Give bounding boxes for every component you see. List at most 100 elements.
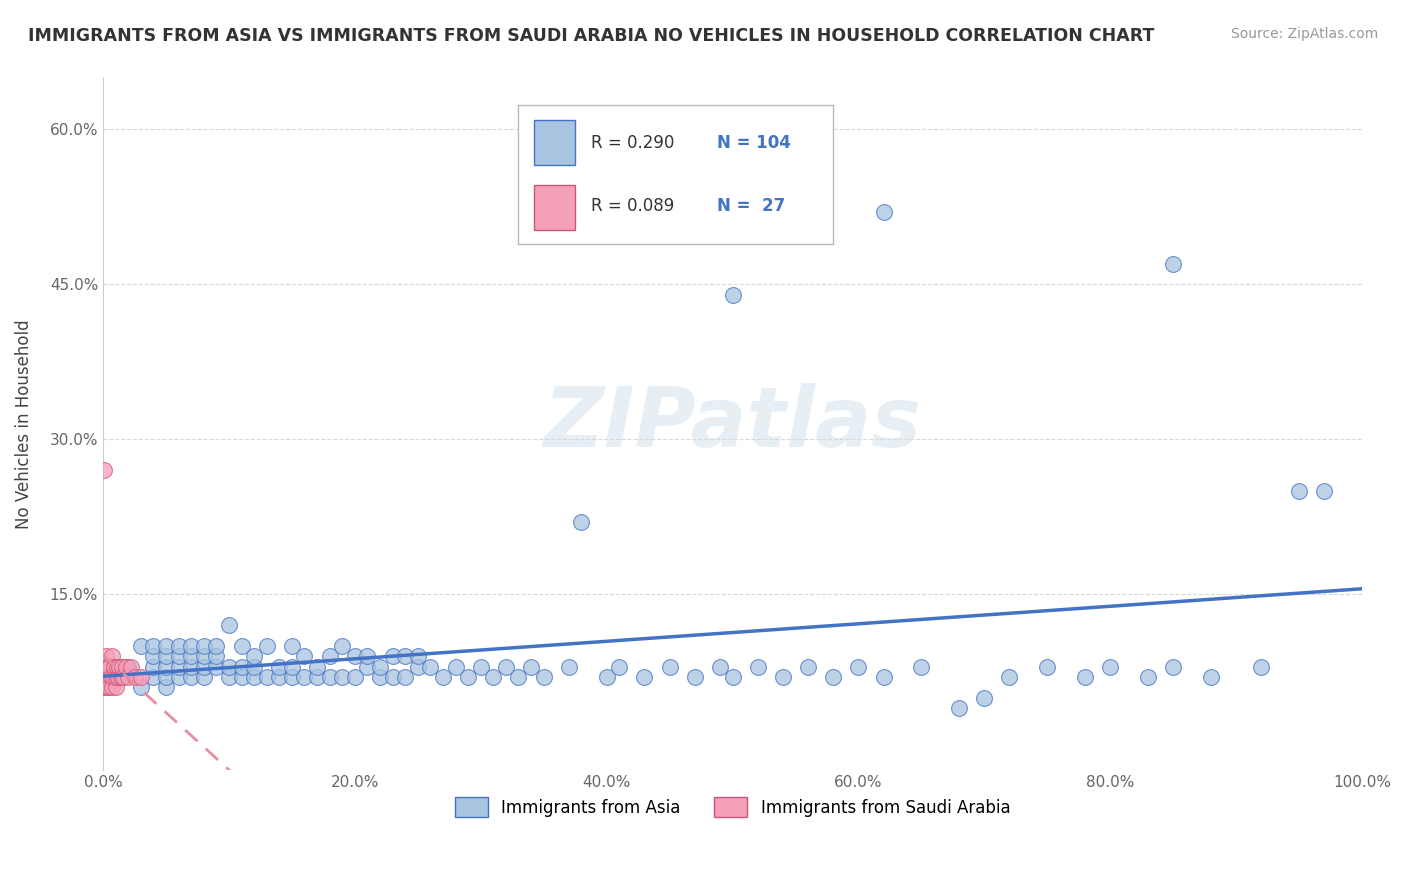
Point bbox=[180, 670, 202, 684]
Point bbox=[558, 659, 581, 673]
Point bbox=[231, 639, 253, 653]
Point bbox=[231, 659, 253, 673]
Point bbox=[432, 670, 454, 684]
Point bbox=[470, 659, 492, 673]
Point bbox=[508, 670, 530, 684]
Point bbox=[193, 670, 215, 684]
Point bbox=[394, 670, 416, 684]
Point bbox=[97, 670, 120, 684]
Point bbox=[571, 515, 593, 529]
Point bbox=[218, 670, 240, 684]
Point bbox=[105, 659, 128, 673]
Point bbox=[167, 649, 190, 664]
Point bbox=[520, 659, 543, 673]
Point bbox=[330, 670, 353, 684]
Point bbox=[307, 670, 329, 684]
Point bbox=[973, 690, 995, 705]
Point bbox=[1099, 659, 1122, 673]
Point bbox=[381, 670, 404, 684]
Point bbox=[607, 659, 630, 673]
Point bbox=[167, 670, 190, 684]
Point bbox=[709, 659, 731, 673]
Point bbox=[307, 659, 329, 673]
Point bbox=[93, 659, 115, 673]
Point bbox=[112, 670, 135, 684]
Point bbox=[243, 670, 266, 684]
Point bbox=[129, 670, 152, 684]
Point bbox=[356, 659, 378, 673]
Point bbox=[155, 670, 177, 684]
Point bbox=[256, 639, 278, 653]
Point bbox=[98, 681, 121, 695]
Point bbox=[281, 670, 304, 684]
Point bbox=[101, 681, 124, 695]
Point bbox=[747, 659, 769, 673]
Point bbox=[281, 639, 304, 653]
Point bbox=[633, 670, 655, 684]
Point bbox=[318, 649, 340, 664]
Point bbox=[193, 649, 215, 664]
Point bbox=[93, 463, 115, 477]
Point bbox=[948, 701, 970, 715]
Point bbox=[406, 659, 429, 673]
Point bbox=[108, 659, 131, 673]
Point bbox=[381, 649, 404, 664]
Text: ZIPatlas: ZIPatlas bbox=[544, 384, 921, 464]
Point bbox=[111, 659, 134, 673]
Point bbox=[96, 681, 118, 695]
Point bbox=[1036, 659, 1059, 673]
Point bbox=[368, 670, 391, 684]
Point bbox=[1288, 483, 1310, 498]
Point bbox=[94, 649, 117, 664]
Point bbox=[482, 670, 505, 684]
Point bbox=[117, 659, 139, 673]
Point bbox=[330, 639, 353, 653]
Point bbox=[155, 649, 177, 664]
Point bbox=[356, 649, 378, 664]
Point bbox=[797, 659, 820, 673]
Point bbox=[823, 670, 845, 684]
Point bbox=[318, 670, 340, 684]
Point bbox=[218, 618, 240, 632]
Point bbox=[155, 681, 177, 695]
Point bbox=[129, 639, 152, 653]
Point bbox=[872, 204, 894, 219]
Point bbox=[100, 670, 122, 684]
Point bbox=[124, 670, 146, 684]
Point bbox=[205, 649, 228, 664]
Point bbox=[872, 670, 894, 684]
Point bbox=[180, 649, 202, 664]
Point bbox=[772, 670, 794, 684]
Point bbox=[103, 659, 125, 673]
Y-axis label: No Vehicles in Household: No Vehicles in Household bbox=[15, 319, 32, 529]
Point bbox=[595, 670, 617, 684]
Point bbox=[94, 670, 117, 684]
Legend: Immigrants from Asia, Immigrants from Saudi Arabia: Immigrants from Asia, Immigrants from Sa… bbox=[449, 790, 1017, 824]
Point bbox=[107, 670, 129, 684]
Point bbox=[533, 670, 555, 684]
Point bbox=[180, 659, 202, 673]
Point bbox=[96, 659, 118, 673]
Point bbox=[343, 670, 366, 684]
Point bbox=[180, 639, 202, 653]
Point bbox=[155, 659, 177, 673]
Point bbox=[193, 639, 215, 653]
Point bbox=[205, 659, 228, 673]
Point bbox=[269, 659, 291, 673]
Point bbox=[218, 659, 240, 673]
Point bbox=[910, 659, 932, 673]
Point bbox=[721, 670, 744, 684]
Point bbox=[114, 659, 136, 673]
Point bbox=[120, 659, 142, 673]
Point bbox=[231, 670, 253, 684]
Point bbox=[243, 649, 266, 664]
Point bbox=[721, 287, 744, 301]
Point bbox=[142, 639, 165, 653]
Point bbox=[129, 681, 152, 695]
Text: IMMIGRANTS FROM ASIA VS IMMIGRANTS FROM SAUDI ARABIA NO VEHICLES IN HOUSEHOLD CO: IMMIGRANTS FROM ASIA VS IMMIGRANTS FROM … bbox=[28, 27, 1154, 45]
Point bbox=[256, 670, 278, 684]
Point bbox=[101, 649, 124, 664]
Point bbox=[155, 639, 177, 653]
Point bbox=[98, 659, 121, 673]
Point bbox=[1136, 670, 1159, 684]
